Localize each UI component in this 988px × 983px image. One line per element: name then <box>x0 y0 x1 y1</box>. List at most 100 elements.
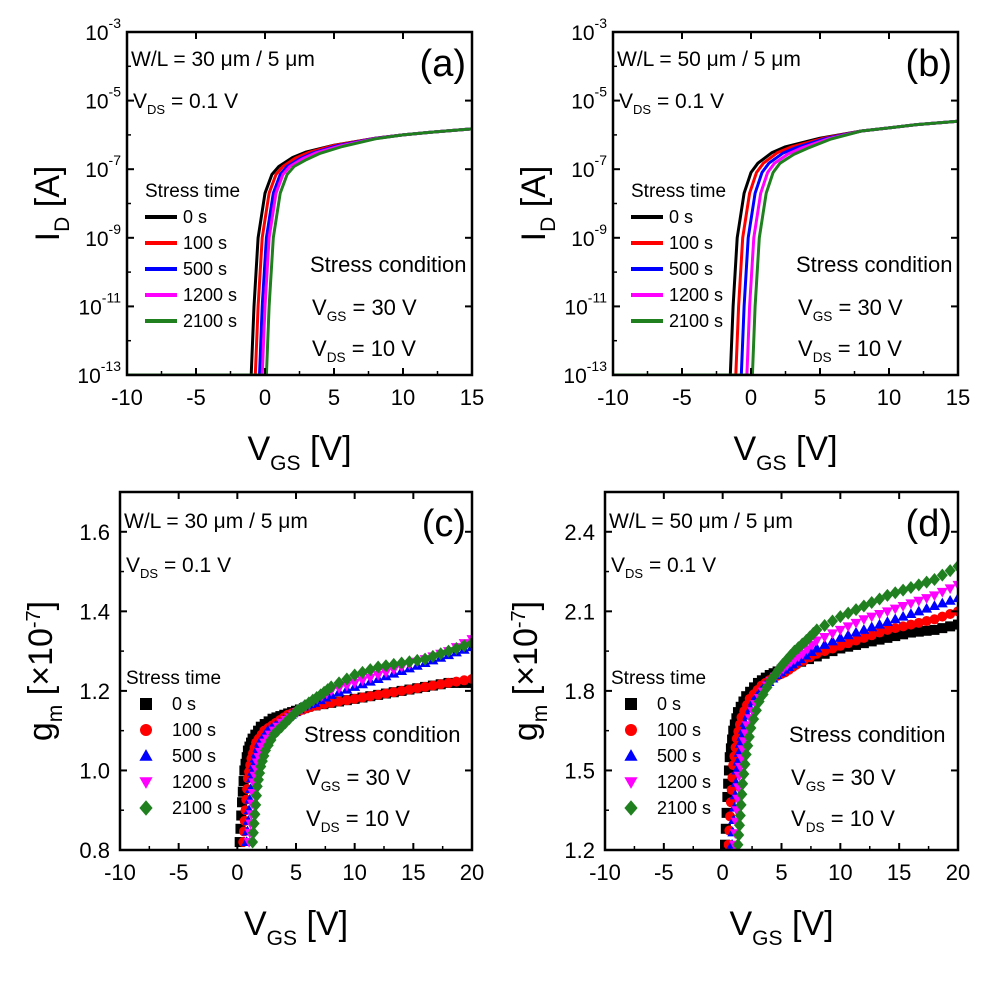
series-2100s-point <box>952 559 958 573</box>
panel-b-y-tick-label: 10-7 <box>571 152 607 182</box>
series-1200s-point <box>905 599 917 610</box>
series-0s-point <box>723 765 734 776</box>
series-1200s-point <box>936 587 948 598</box>
panel-c-stress-title: Stress condition <box>304 722 461 747</box>
series-2100s-point <box>458 639 470 653</box>
series-1200s-point <box>801 645 813 656</box>
series-1200s-point <box>913 596 925 607</box>
series-2100s-point <box>736 787 748 801</box>
series-2100s-point <box>249 807 261 821</box>
panel-c-legend-swatch <box>139 777 153 789</box>
series-100s-point <box>843 638 854 649</box>
series-100s-point <box>882 624 893 635</box>
series-100s-point <box>373 689 384 700</box>
series-1200s-point <box>850 618 862 629</box>
series-100s-point <box>858 632 869 643</box>
series-1200s-point <box>952 580 958 591</box>
panel-d-legend-label: 2100 s <box>657 798 711 818</box>
series-1200s-point <box>881 607 893 618</box>
series-2100s-point <box>742 739 754 753</box>
panel-b-label: (b) <box>906 43 952 85</box>
series-2100s-point <box>450 641 462 655</box>
series-0s-point <box>237 786 248 797</box>
panel-c-stress-vgs: VGS = 30 V <box>306 765 411 794</box>
series-100s-point <box>835 640 846 651</box>
series-100s-point <box>851 635 862 646</box>
panel-b-plot-area <box>613 119 958 375</box>
panel-b-y-tick-label: 10-3 <box>571 15 607 45</box>
series-1200s-point <box>826 629 838 640</box>
series-2100s-point <box>826 614 838 628</box>
panel-d-legend-label: 500 s <box>657 746 701 766</box>
series-0s-point <box>729 719 740 730</box>
panel-a-y-tick-label: 10-3 <box>85 15 121 45</box>
series-100s-point <box>937 611 948 622</box>
panel-d-x-tick-label: 5 <box>775 860 787 885</box>
panel-c-legend-label: 500 s <box>172 746 216 766</box>
series-2100s-point <box>396 656 408 670</box>
series-1200s-point <box>928 591 940 602</box>
series-2100s-point <box>928 573 940 587</box>
panel-b-legend-title: Stress time <box>631 181 726 202</box>
panel-b-x-tick-label: -10 <box>597 385 629 410</box>
series-2100s-point <box>737 777 749 791</box>
series-2100s-point <box>411 653 423 667</box>
panel-d-y-tick-label: 1.8 <box>564 679 595 704</box>
panel-d-legend-label: 0 s <box>657 694 681 714</box>
series-0s-point <box>858 638 869 649</box>
series-500s-point <box>921 602 933 613</box>
panel-d-y-tick-label: 2.4 <box>564 520 595 545</box>
series-1200s-point <box>364 673 376 684</box>
panel-d-legend-swatch <box>624 777 638 789</box>
series-2100s-point <box>341 672 353 686</box>
panel-a-stress-vds: VDS = 10 V <box>312 336 416 365</box>
series-1200s-point <box>372 670 384 681</box>
series-500s-point <box>936 597 948 608</box>
series-0s-point <box>237 797 248 808</box>
panel-b-legend-label: 1200 s <box>669 285 723 305</box>
panel-a-x-tick-label: -5 <box>186 385 206 410</box>
series-2100s-point <box>466 636 472 650</box>
series-0s-point <box>937 623 948 634</box>
series-100s-point <box>921 616 932 627</box>
series-2100s-point <box>913 578 925 592</box>
series-100s-point <box>451 676 462 687</box>
panel-c-y-tick-label: 0.8 <box>79 838 110 863</box>
series-1200s-point <box>341 681 353 692</box>
series-100s-point <box>349 693 360 704</box>
series-500s-point <box>874 618 886 629</box>
series-1200s-point <box>921 594 933 604</box>
series-500s-point <box>905 608 917 618</box>
series-0s-point <box>236 810 247 821</box>
panel-d-vds-condition: VDS = 0.1 V <box>611 554 716 581</box>
panel-d-legend-title: Stress time <box>611 668 706 689</box>
panel-a-x-axis-label: VGS [V] <box>247 430 351 475</box>
panel-d-x-axis-label: VGS [V] <box>729 905 833 950</box>
series-2100s-point <box>325 680 337 694</box>
series-0s-point <box>731 713 742 724</box>
series-500s-point <box>834 632 846 642</box>
series-500s-point <box>842 629 854 640</box>
series-500s-point <box>897 610 909 621</box>
panel-c-plot-area <box>234 635 472 849</box>
panel-c-legend-swatch <box>139 800 153 816</box>
series-2100s-point <box>921 575 933 589</box>
panel-b-x-tick-label: -5 <box>672 385 692 410</box>
series-2100s-point <box>819 618 831 632</box>
panel-a-legend-label: 500 s <box>183 259 227 279</box>
series-2100s-point <box>734 809 746 823</box>
panel-b-x-tick-label: 15 <box>946 385 970 410</box>
series-100s-point <box>380 688 391 699</box>
panel-c-legend-label: 1200 s <box>172 772 226 792</box>
series-500s-point <box>881 616 893 626</box>
panel-b-x-tick-label: 5 <box>814 385 826 410</box>
series-100s-point <box>905 619 916 630</box>
series-500s-point <box>889 613 901 624</box>
panel-c-legend-label: 0 s <box>172 694 196 714</box>
panel-a-x-tick-label: -10 <box>111 385 143 410</box>
series-100s-point <box>459 675 470 686</box>
series-100s-point <box>827 643 838 654</box>
series-100s-point <box>874 627 885 638</box>
panel-a-y-tick-label: 10-13 <box>77 358 121 388</box>
series-2100s-point <box>740 748 752 762</box>
